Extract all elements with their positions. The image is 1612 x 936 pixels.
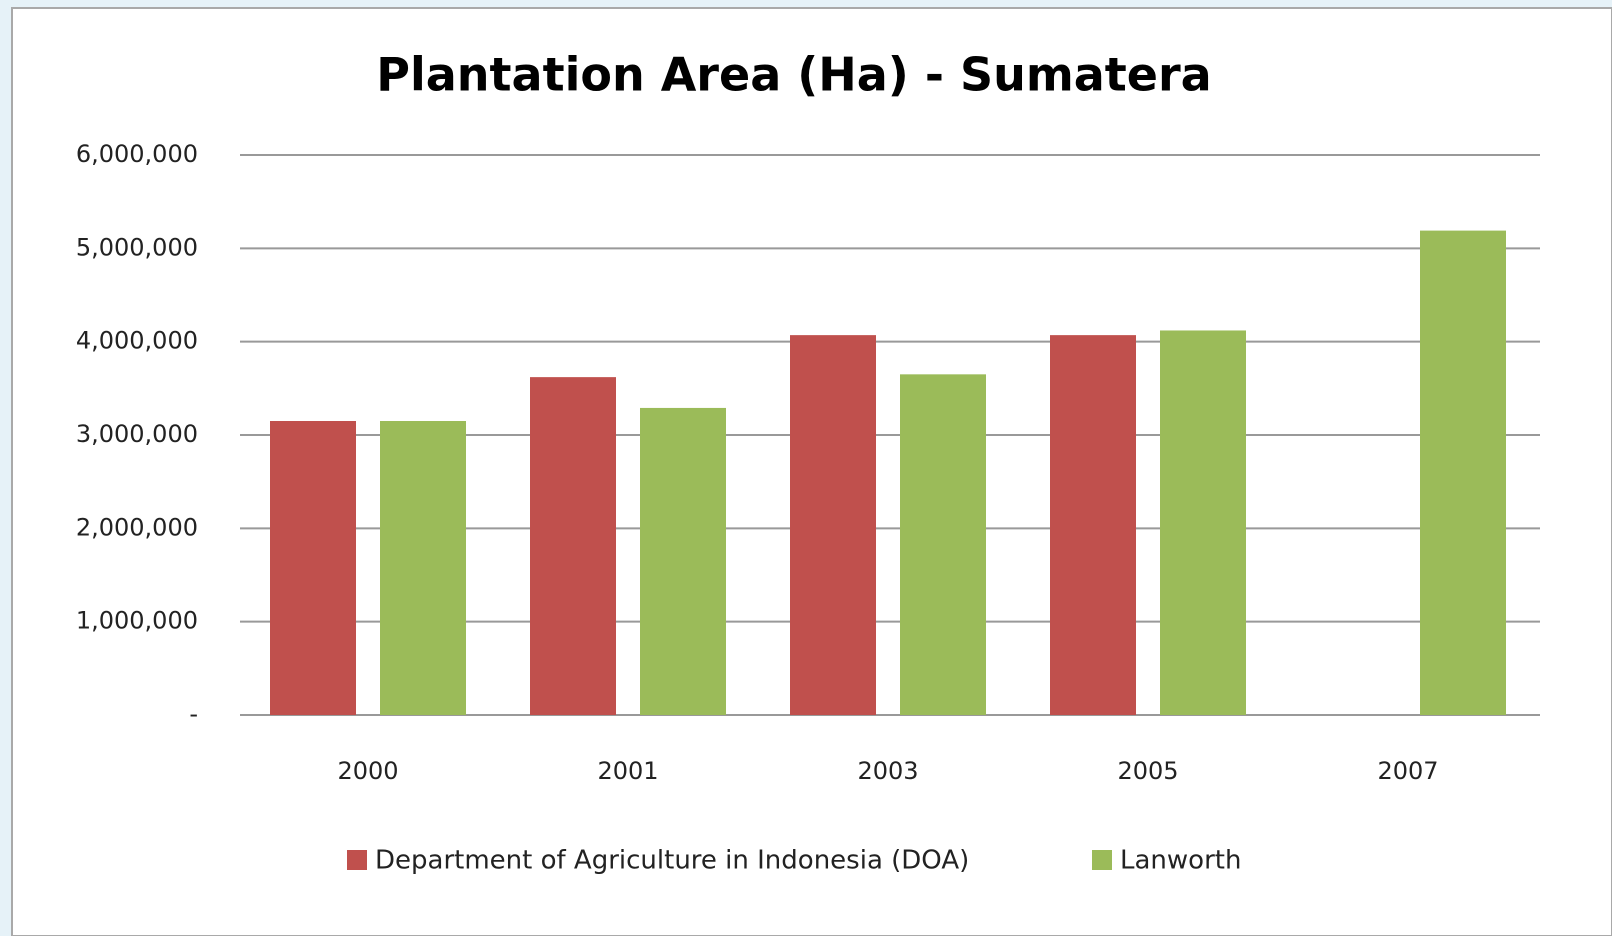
legend-swatch (347, 850, 367, 870)
x-tick-label: 2000 (337, 757, 398, 785)
y-tick-label: 4,000,000 (76, 327, 198, 355)
y-tick-label: 2,000,000 (76, 513, 198, 541)
x-tick-label: 2005 (1117, 757, 1178, 785)
bar (640, 407, 726, 715)
y-tick-label: 6,000,000 (76, 140, 198, 168)
x-tick-label: 2003 (857, 757, 918, 785)
x-tick-label: 2001 (597, 757, 658, 785)
x-tick-label: 2007 (1377, 757, 1438, 785)
bar (900, 374, 986, 715)
bar (270, 421, 356, 715)
legend-label: Lanworth (1120, 846, 1241, 876)
bar (1160, 330, 1246, 715)
chart-title: Plantation Area (Ha) - Sumatera (376, 48, 1211, 102)
y-tick-label: 3,000,000 (76, 420, 198, 448)
y-tick-label: - (189, 700, 198, 728)
bar (790, 335, 876, 715)
bar (530, 377, 616, 715)
y-tick-label: 5,000,000 (76, 233, 198, 261)
legend-label: Department of Agriculture in Indonesia (… (375, 846, 969, 876)
legend-swatch (1092, 850, 1112, 870)
bar (380, 421, 466, 715)
bar (1420, 230, 1506, 715)
y-tick-label: 1,000,000 (76, 607, 198, 635)
bar (1050, 335, 1136, 715)
